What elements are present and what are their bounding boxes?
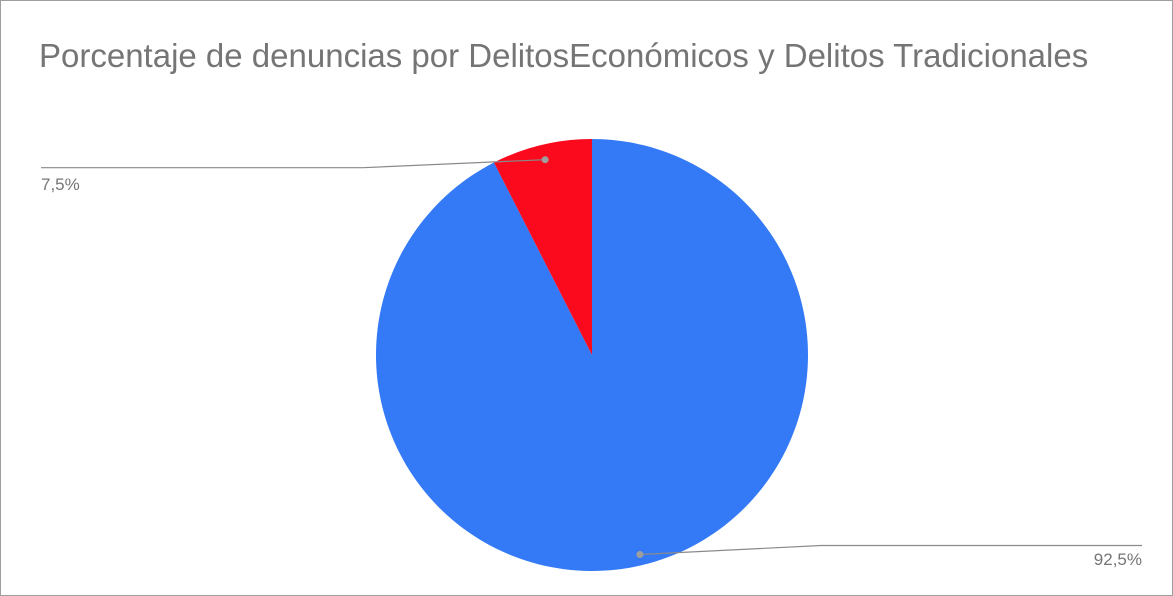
labels-layer: 92,5% 7,5% — [41, 156, 1142, 569]
leader-dot-0 — [636, 551, 644, 558]
slice-label-1: 7,5% — [41, 175, 80, 194]
leader-dot-1 — [541, 156, 549, 164]
slices-layer — [375, 139, 808, 571]
chart-title: Porcentaje de denuncias por DelitosEconó… — [39, 37, 1089, 74]
leader-line-0 — [639, 544, 1142, 556]
pie-slice-1 — [493, 139, 592, 355]
pie-slice-0 — [375, 139, 808, 571]
slice-label-0: 92,5% — [1094, 550, 1142, 569]
leader-line-1 — [41, 159, 546, 169]
